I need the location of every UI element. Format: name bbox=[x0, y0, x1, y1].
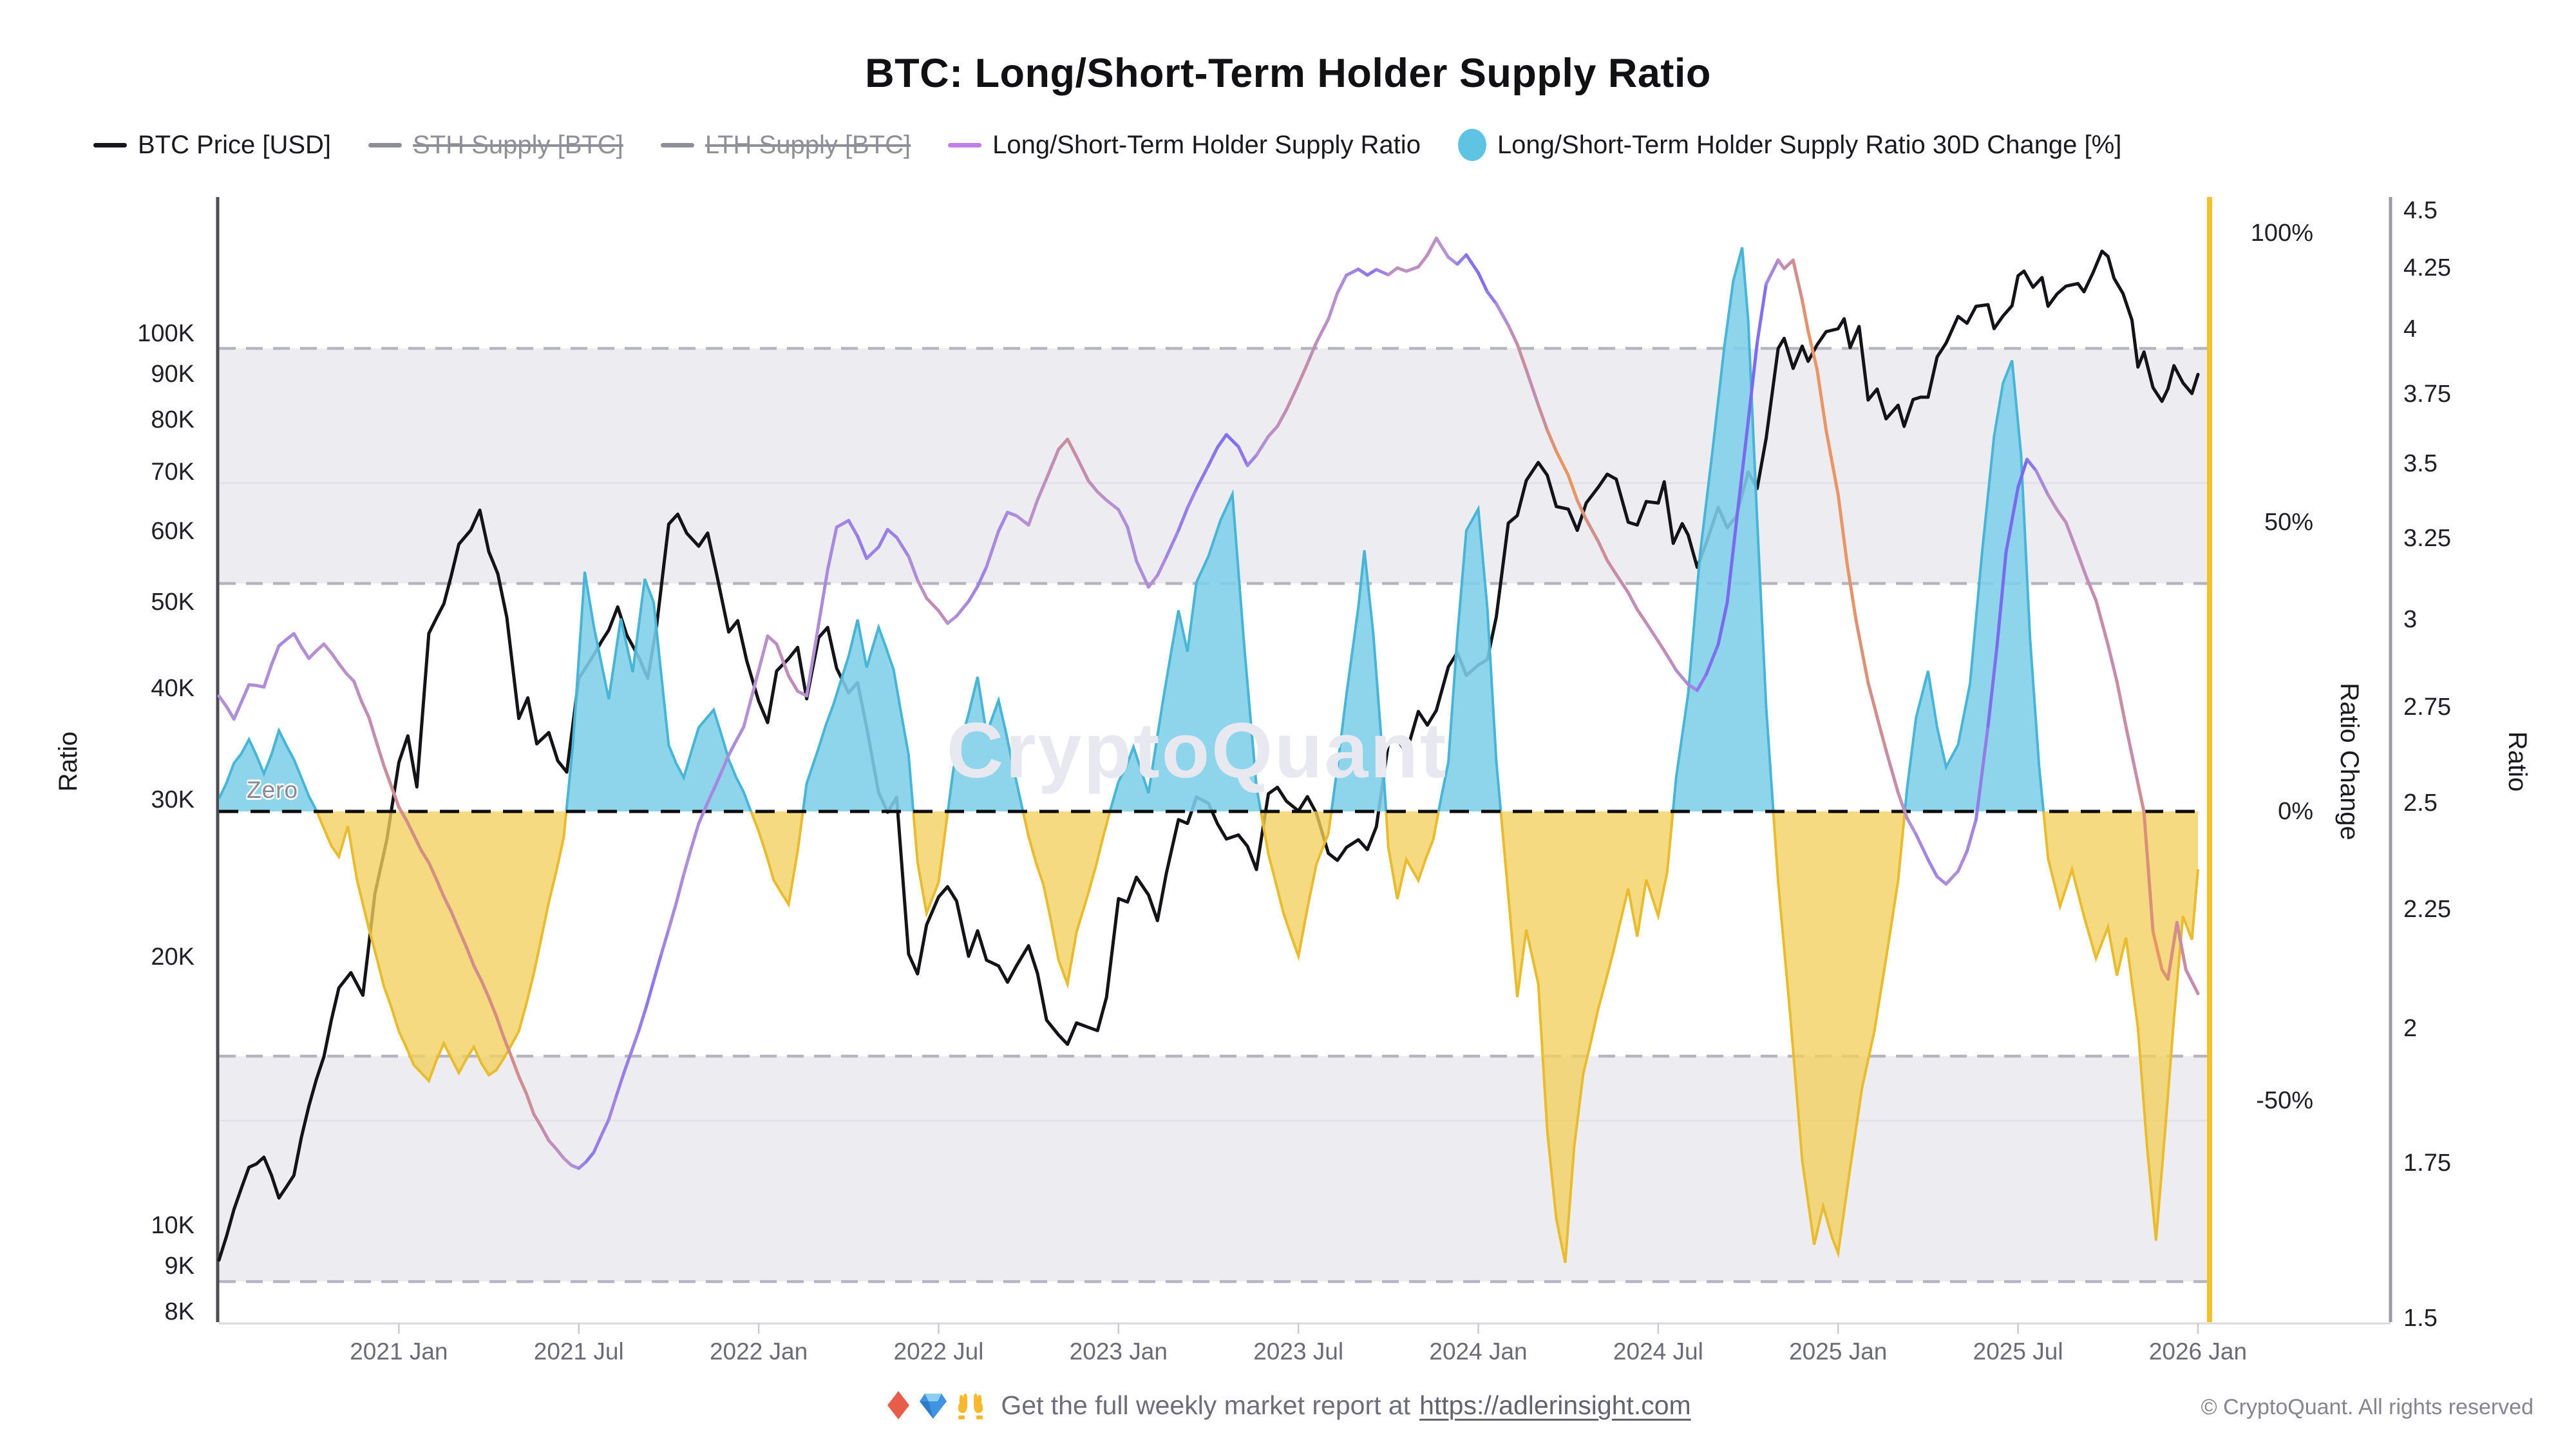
change-tick-50%: 50% bbox=[2264, 509, 2313, 536]
x-tick-2024-Jan: 2024 Jan bbox=[1429, 1338, 1528, 1365]
legend-circle-icon bbox=[1457, 129, 1486, 161]
legend-line-icon bbox=[660, 142, 694, 147]
change-area-positive bbox=[219, 247, 2198, 811]
price-tick-9K: 9K bbox=[164, 1253, 194, 1280]
x-tick-2021-Jan: 2021 Jan bbox=[350, 1338, 448, 1365]
left-axis-title: Ratio bbox=[54, 731, 83, 792]
price-tick-50K: 50K bbox=[151, 588, 194, 616]
price-tick-20K: 20K bbox=[151, 943, 194, 971]
price-tick-80K: 80K bbox=[151, 406, 194, 434]
ratio-tick-2.25: 2.25 bbox=[2403, 896, 2451, 923]
price-tick-10K: 10K bbox=[151, 1212, 194, 1239]
footer-link[interactable]: https://adlerinsight.com bbox=[1419, 1390, 1691, 1420]
change-outline-negative bbox=[315, 811, 2199, 1264]
btc-price-line bbox=[217, 249, 2200, 1262]
x-tick-2021-Jul: 2021 Jul bbox=[533, 1338, 624, 1365]
legend-item-3[interactable]: LTH Supply [BTC] bbox=[660, 130, 911, 160]
blue-gem-icon bbox=[920, 1394, 947, 1419]
ratio-axis-title: Ratio bbox=[2503, 731, 2532, 792]
x-tick-2026-Jan: 2026 Jan bbox=[2148, 1338, 2248, 1365]
price-tick-100K: 100K bbox=[137, 320, 194, 347]
x-tick-2025-Jul: 2025 Jul bbox=[1973, 1338, 2063, 1365]
x-tick-2023-Jan: 2023 Jan bbox=[1069, 1338, 1168, 1365]
ratio-tick-4.5: 4.5 bbox=[2403, 196, 2438, 224]
x-tick-2022-Jul: 2022 Jul bbox=[893, 1338, 984, 1365]
legend-item-label: Long/Short-Term Holder Supply Ratio bbox=[992, 130, 1421, 159]
legend-line-icon bbox=[948, 142, 982, 147]
x-tick-2023-Jul: 2023 Jul bbox=[1253, 1338, 1344, 1365]
legend-item-5[interactable]: Long/Short-Term Holder Supply Ratio 30D … bbox=[1457, 129, 2122, 161]
footer-icons bbox=[885, 1390, 987, 1421]
price-tick-60K: 60K bbox=[151, 518, 194, 545]
price-tick-8K: 8K bbox=[164, 1298, 194, 1326]
ratio-tick-2.5: 2.5 bbox=[2403, 790, 2438, 817]
ratio-change-axis-title: Ratio Change bbox=[2334, 683, 2363, 840]
price-tick-40K: 40K bbox=[151, 675, 194, 703]
legend-item-4[interactable]: Long/Short-Term Holder Supply Ratio bbox=[948, 131, 1421, 160]
copyright: © CryptoQuant. All rights reserved bbox=[2201, 1395, 2533, 1419]
ratio-tick-1.5: 1.5 bbox=[2403, 1305, 2438, 1332]
legend: BTC Price [USD] STH Supply [BTC] LTH Suppl… bbox=[93, 129, 2553, 161]
footer-message: Get the full weekly market report at htt… bbox=[0, 1390, 2576, 1421]
x-tick-2022-Jan: 2022 Jan bbox=[709, 1338, 808, 1365]
price-tick-70K: 70K bbox=[151, 458, 194, 486]
ratio-tick-3: 3 bbox=[2403, 605, 2418, 633]
watermark: CryptoQuant bbox=[947, 706, 1448, 794]
change-outline-positive bbox=[219, 247, 2045, 811]
legend-item-label: BTC Price [USD] bbox=[138, 130, 332, 159]
ratio-tick-2.75: 2.75 bbox=[2403, 694, 2451, 721]
legend-item-label: Long/Short-Term Holder Supply Ratio 30D … bbox=[1497, 130, 2122, 159]
footer-text: Get the full weekly market report at bbox=[1001, 1390, 1411, 1420]
ratio-tick-1.75: 1.75 bbox=[2403, 1149, 2451, 1177]
legend-item-1[interactable]: BTC Price [USD] bbox=[93, 131, 331, 160]
ratio-tick-3.25: 3.25 bbox=[2403, 525, 2451, 553]
legend-line-icon bbox=[368, 142, 402, 147]
page-title: BTC: Long/Short-Term Holder Supply Ratio bbox=[865, 51, 1711, 96]
change-tick-0%: 0% bbox=[2278, 798, 2313, 825]
zero-line-label: Zero bbox=[247, 777, 299, 803]
change-area-negative bbox=[219, 811, 2198, 1263]
price-tick-30K: 30K bbox=[151, 786, 194, 814]
ratio-tick-3.75: 3.75 bbox=[2403, 381, 2451, 408]
price-tick-90K: 90K bbox=[151, 361, 194, 388]
change-tick-100%: 100% bbox=[2250, 220, 2313, 247]
x-tick-2025-Jan: 2025 Jan bbox=[1789, 1338, 1888, 1365]
ratio-tick-2: 2 bbox=[2403, 1014, 2418, 1042]
orange-diamond-icon bbox=[887, 1391, 910, 1419]
supply-ratio-line bbox=[217, 236, 2200, 1170]
x-tick-2024-Jul: 2024 Jul bbox=[1613, 1338, 1703, 1365]
legend-item-2[interactable]: STH Supply [BTC] bbox=[368, 131, 623, 160]
raised-hands-icon bbox=[958, 1394, 983, 1419]
change-tick--50%: -50% bbox=[2256, 1087, 2313, 1114]
ratio-tick-4.25: 4.25 bbox=[2403, 254, 2451, 282]
legend-item-label: LTH Supply [BTC] bbox=[705, 130, 911, 159]
legend-line-icon bbox=[93, 142, 127, 147]
ratio-tick-4: 4 bbox=[2403, 316, 2418, 343]
shaded-band bbox=[219, 1056, 2210, 1282]
ratio-tick-3.5: 3.5 bbox=[2403, 450, 2438, 478]
legend-item-label: STH Supply [BTC] bbox=[413, 130, 623, 159]
